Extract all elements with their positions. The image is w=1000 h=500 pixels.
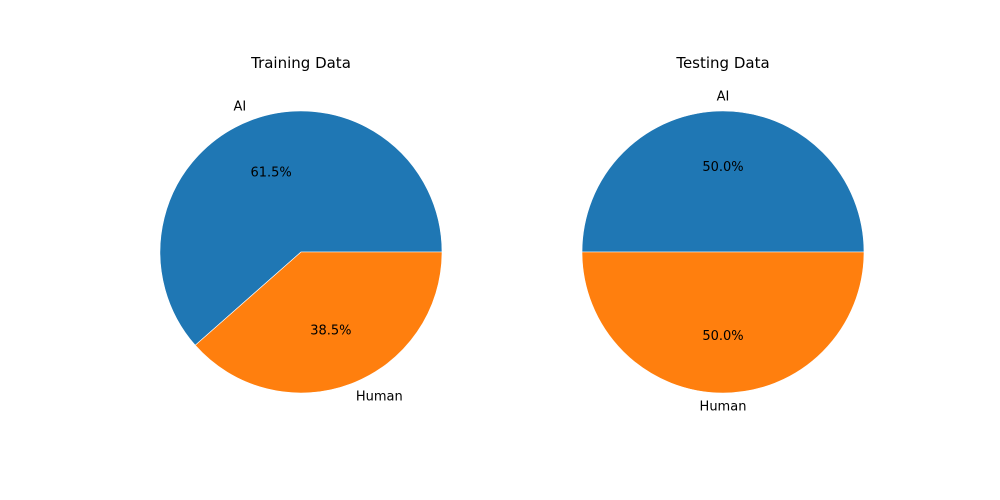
pie-category-label: Human — [356, 390, 403, 405]
pie-percent-label: 50.0% — [702, 329, 743, 344]
pie-slice-human — [194, 251, 443, 394]
pie-percent-label: 38.5% — [310, 324, 351, 339]
pie-slice-ai — [581, 110, 865, 253]
pie-chart-testing: 50.0% AI 50.0% Human Testing Data — [581, 54, 865, 415]
chart-title: Testing Data — [675, 54, 769, 72]
pie-category-label: Human — [700, 400, 747, 415]
pie-percent-label: 61.5% — [250, 165, 291, 180]
pie-category-label: AI — [233, 99, 246, 114]
chart-title: Training Data — [250, 54, 351, 72]
pie-chart-training: 61.5% AI 38.5% Human Training Data — [159, 54, 443, 405]
pie-slice-human — [581, 251, 865, 394]
pie-slice-ai — [159, 110, 443, 346]
pie-category-label: AI — [717, 89, 730, 104]
pie-percent-label: 50.0% — [702, 160, 743, 175]
